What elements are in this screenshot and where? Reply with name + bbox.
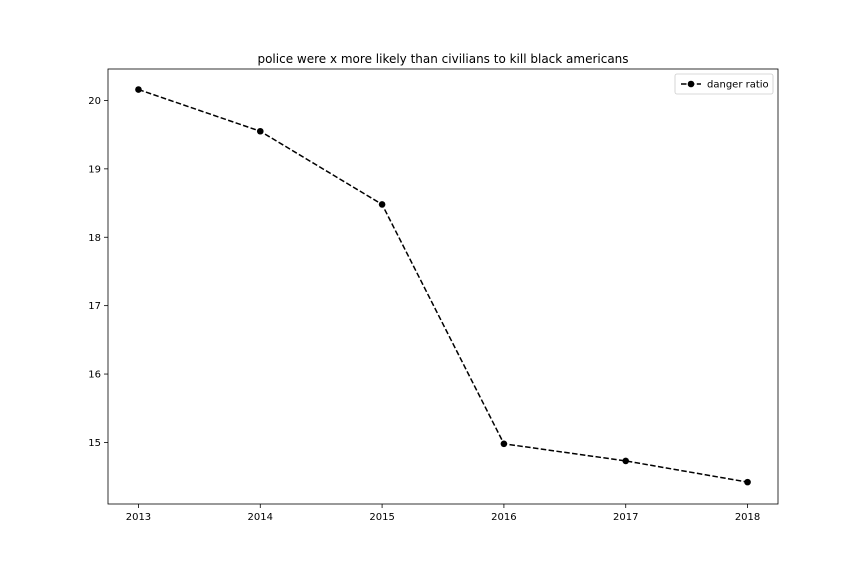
data-point — [500, 440, 508, 448]
y-axis: 15 16 17 18 19 20 — [88, 96, 108, 449]
legend: danger ratio — [674, 73, 774, 95]
plot-frame — [107, 68, 779, 505]
x-tick-label: 2016 — [491, 512, 516, 523]
x-tick-label: 2017 — [613, 512, 638, 523]
y-tick-label: 20 — [88, 96, 101, 107]
data-point — [378, 201, 386, 208]
chart-title: police were x more likely than civilians… — [257, 52, 628, 66]
legend-marker — [687, 80, 695, 88]
x-tick-label: 2015 — [369, 512, 394, 523]
data-point — [744, 478, 751, 486]
y-tick-label: 16 — [88, 370, 101, 381]
data-point — [622, 457, 630, 465]
x-tick-label: 2013 — [126, 512, 151, 523]
legend-box — [674, 73, 774, 95]
y-tick-label: 18 — [88, 233, 101, 244]
x-axis: 2013 2014 2015 2016 2017 2018 — [126, 504, 760, 523]
y-tick-label: 17 — [88, 301, 101, 312]
x-tick-label: 2018 — [735, 512, 760, 523]
legend-label: danger ratio — [707, 80, 769, 91]
x-tick-label: 2014 — [248, 512, 273, 523]
series-layer — [135, 86, 751, 486]
series-line — [138, 88, 748, 483]
y-tick-label: 15 — [88, 438, 101, 449]
data-point — [256, 127, 264, 135]
plot-area — [107, 68, 779, 505]
y-tick-label: 19 — [88, 164, 101, 175]
data-point — [135, 86, 142, 93]
